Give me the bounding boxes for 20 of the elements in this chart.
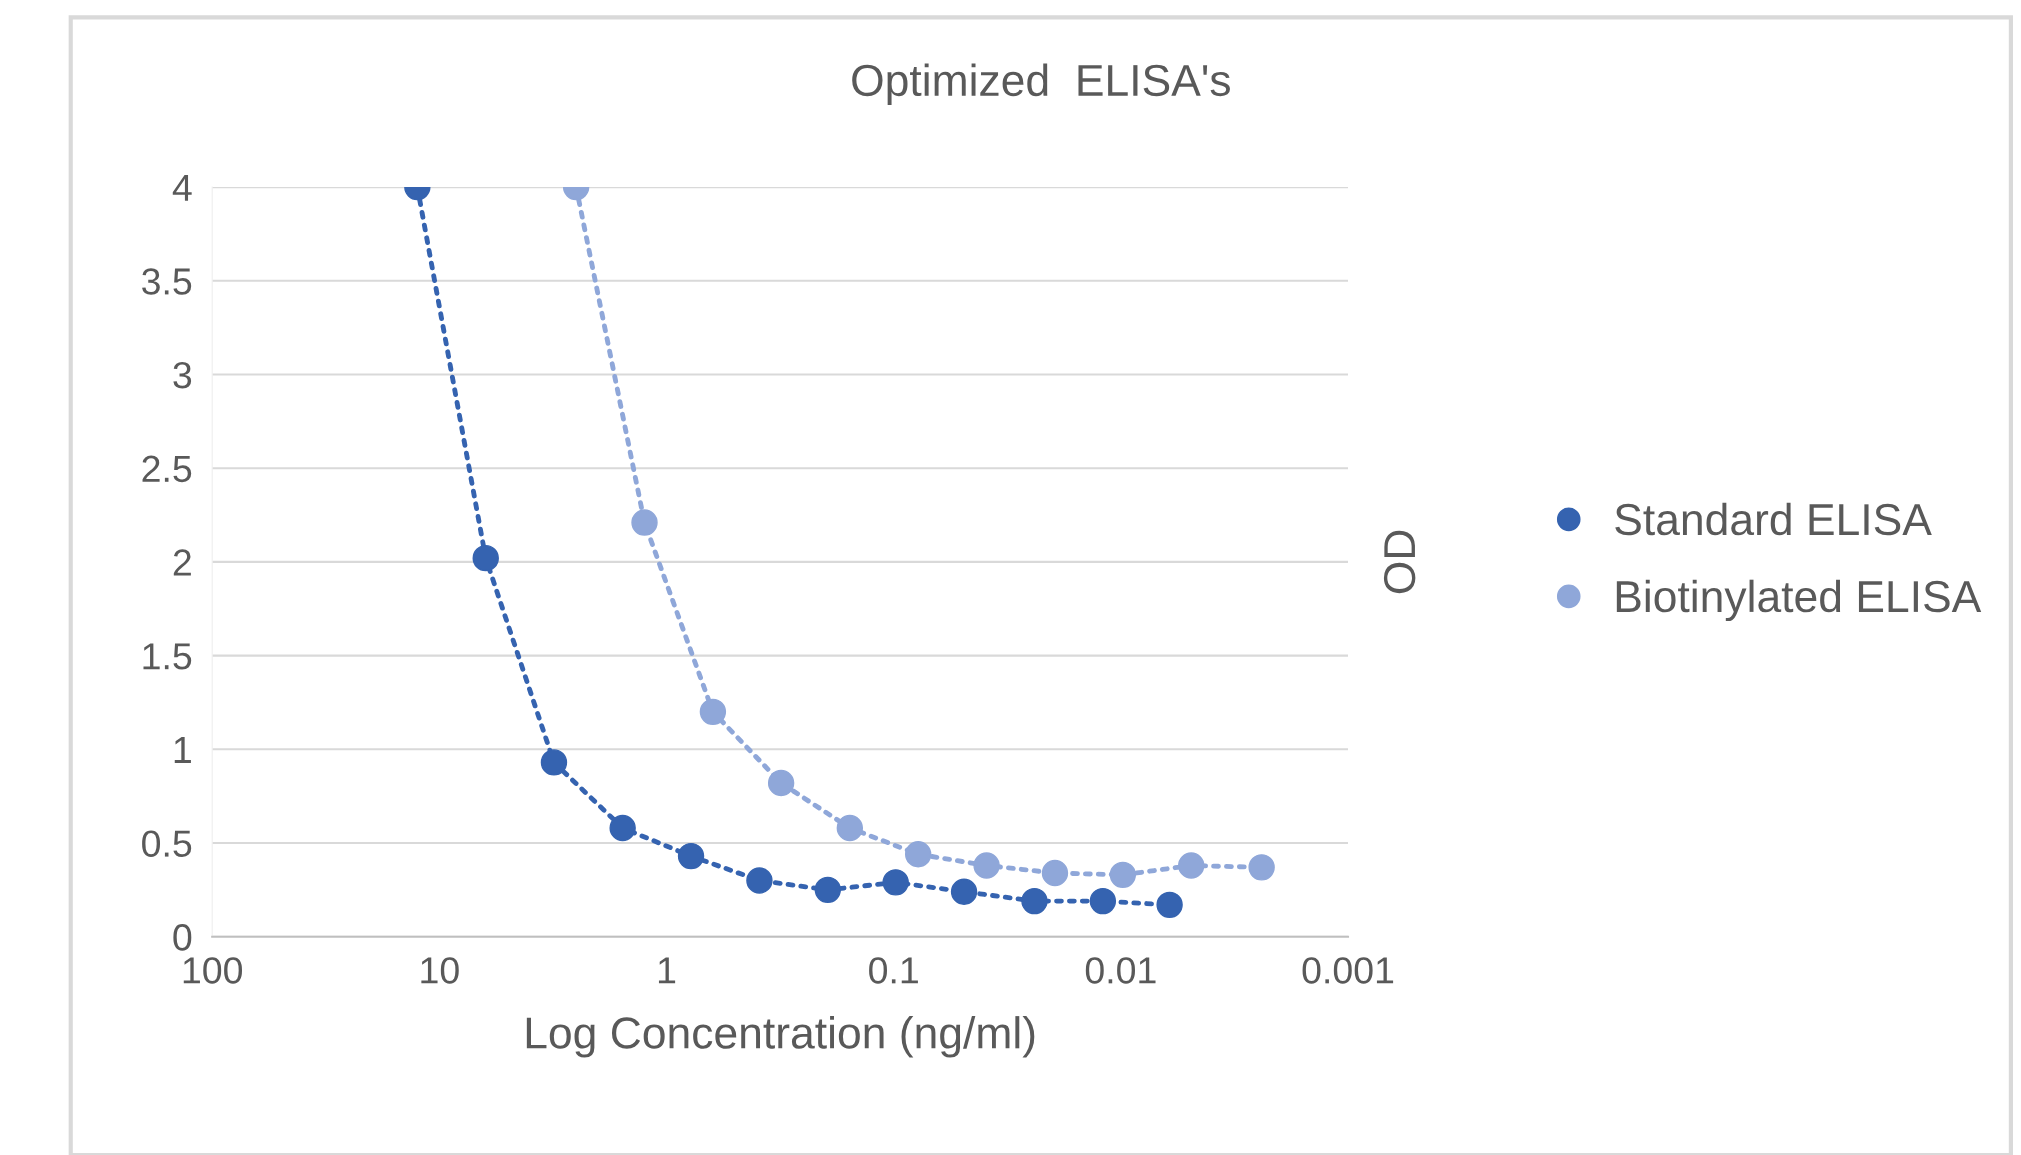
y-tick-label: 3 (173, 361, 192, 389)
x-tick-label: 0.01 (1085, 957, 1156, 984)
y-tick-label: 2 (173, 549, 191, 576)
x-tick-label: 1 (658, 957, 676, 984)
y-tick-label: 4 (172, 174, 192, 201)
y-tick-label: 0 (173, 924, 192, 951)
y-tick-label: 2.5 (142, 455, 192, 483)
y-tick-label: 1.5 (143, 643, 192, 670)
y-tick-label: 3.5 (142, 268, 192, 295)
y-tick-label: 1 (174, 737, 191, 763)
x-tick-label: 0.001 (1302, 957, 1394, 984)
x-tick-label: 100 (183, 957, 243, 984)
legend-label: Biotinylated ELISA (1616, 579, 1982, 622)
x-tick-label: 10 (421, 957, 459, 984)
y-axis-title: OD (1383, 530, 1416, 594)
x-tick-label: 0.1 (869, 957, 918, 984)
x-axis-title: Log Concentration (ng/ml) (526, 1016, 1035, 1058)
legend-label: Standard ELISA (1615, 502, 1932, 536)
chart-title: Optimized ELISA's (852, 63, 1230, 105)
y-tick-label: 0.5 (142, 830, 192, 857)
